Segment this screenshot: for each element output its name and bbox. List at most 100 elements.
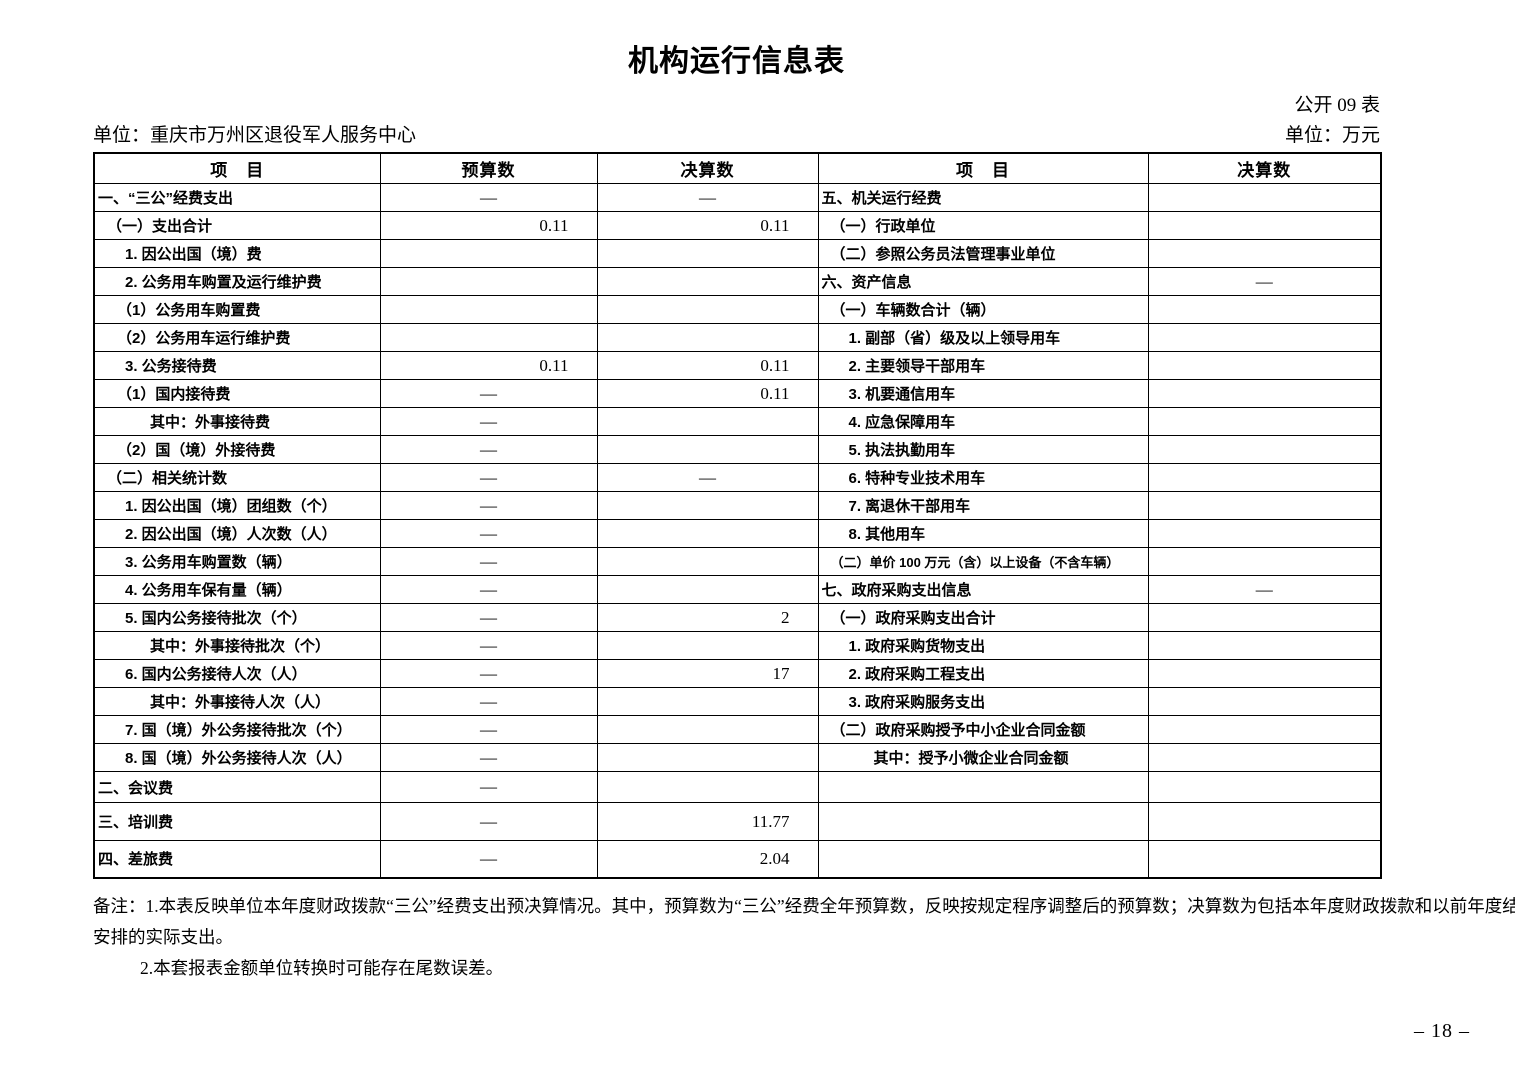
final-value-right [1147,519,1382,548]
item-label-right: （二）政府采购授予中小企业合同金额 [817,715,1149,744]
final-value-left [596,435,819,464]
table-row: 四、差旅费 —2.04 [93,840,1382,878]
table-row: 二、会议费 — [93,771,1382,803]
final-value-right [1147,463,1382,492]
meta-row: 单位：重庆市万州区退役军人服务中心 单位：万元 [93,120,1380,147]
item-label-right: 1. 政府采购货物支出 [817,631,1149,660]
budget-value: — [379,659,598,688]
item-label-left: 3. 公务接待费 [93,351,381,380]
budget-value: — [379,519,598,548]
final-value-left [596,323,819,352]
table-row: 2. 因公出国（境）人次数（人） — 8. 其他用车 [93,519,1382,548]
budget-value [379,295,598,324]
form-code: 公开 09 表 [1294,95,1380,116]
column-header: 决算数 [596,152,819,184]
final-value-right [1147,802,1382,841]
column-header: 预算数 [379,152,598,184]
final-value-right [1147,715,1382,744]
table-row: 1. 因公出国（境）费 （二）参照公务员法管理事业单位 [93,239,1382,268]
final-value-right [1147,603,1382,632]
final-value-left [596,687,819,716]
note-line: 2.本套报表金额单位转换时可能存在尾数误差。 [140,957,504,978]
final-value-left [596,575,819,604]
item-label-right: 六、资产信息 [817,267,1149,296]
final-value-left: — [596,463,819,492]
item-label-left: 5. 国内公务接待批次（个） [93,603,381,632]
final-value-left: — [596,183,819,212]
final-value-right [1147,351,1382,380]
budget-value: — [379,687,598,716]
item-label-left: （一）支出合计 [93,211,381,240]
table-row: （1）国内接待费 —0.11 3. 机要通信用车 [93,379,1382,408]
final-value-right: — [1147,267,1382,296]
page-number: – 18 – [1414,1020,1470,1042]
note-line: 备注：1.本表反映单位本年度财政拨款“三公”经费支出预决算情况。其中，预算数为“… [93,895,1515,916]
item-label-right: 8. 其他用车 [817,519,1149,548]
item-label-left: （2）国（境）外接待费 [93,435,381,464]
budget-value: — [379,463,598,492]
budget-value: — [379,743,598,772]
item-label-left: （2）公务用车运行维护费 [93,323,381,352]
unit-currency: 单位：万元 [1284,125,1380,146]
table-row: 三、培训费 —11.77 [93,802,1382,841]
table-row: 4. 公务用车保有量（辆） — 七、政府采购支出信息 — [93,575,1382,604]
item-label-right: 7. 离退休干部用车 [817,491,1149,520]
item-label-right [817,771,1149,803]
unit-name: 单位：重庆市万州区退役军人服务中心 [93,125,417,146]
final-value-left: 0.11 [596,211,819,240]
table-body: 一、“三公”经费支出 — — 五、机关运行经费 （一）支出合计 0.11 0.11 （一）行政… [93,183,1382,878]
final-value-right [1147,435,1382,464]
item-label-left: 2. 公务用车购置及运行维护费 [93,267,381,296]
final-value-right [1147,183,1382,212]
final-value-left: 0.11 [596,351,819,380]
budget-value: — [379,435,598,464]
final-value-right [1147,631,1382,660]
final-value-left: 2.04 [596,840,819,878]
final-value-left [596,407,819,436]
item-label-left: 其中：外事接待人次（人） [93,687,381,716]
final-value-right [1147,491,1382,520]
item-label-right: 其中：授予小微企业合同金额 [817,743,1149,772]
final-value-right [1147,687,1382,716]
item-label-left: 三、培训费 [93,802,381,841]
final-value-left: 11.77 [596,802,819,841]
item-label-left: 6. 国内公务接待人次（人） [93,659,381,688]
item-label-right: 七、政府采购支出信息 [817,575,1149,604]
item-label-right [817,840,1149,878]
budget-value: — [379,183,598,212]
budget-value: — [379,715,598,744]
item-label-left: 一、“三公”经费支出 [93,183,381,212]
final-value-left [596,239,819,268]
item-label-left: 2. 因公出国（境）人次数（人） [93,519,381,548]
final-value-right [1147,743,1382,772]
item-label-right: 1. 副部（省）级及以上领导用车 [817,323,1149,352]
item-label-right: 4. 应急保障用车 [817,407,1149,436]
final-value-right [1147,379,1382,408]
table-head-row: 项 目预算数 决算数项 目决算数 [93,152,1382,184]
table-row: 一、“三公”经费支出 — — 五、机关运行经费 [93,183,1382,212]
item-label-right: 2. 主要领导干部用车 [817,351,1149,380]
budget-value: — [379,407,598,436]
item-label-left: 4. 公务用车保有量（辆） [93,575,381,604]
final-value-right [1147,771,1382,803]
table-row: （2）公务用车运行维护费 1. 副部（省）级及以上领导用车 [93,323,1382,352]
item-label-left: （1）公务用车购置费 [93,295,381,324]
item-label-left: 1. 因公出国（境）费 [93,239,381,268]
table-row: 6. 国内公务接待人次（人） —17 2. 政府采购工程支出 [93,659,1382,688]
final-value-left [596,267,819,296]
item-label-right: 3. 机要通信用车 [817,379,1149,408]
final-value-left [596,547,819,576]
item-label-left: （二）相关统计数 [93,463,381,492]
final-value-left [596,743,819,772]
page-title: 机构运行信息表 [628,45,845,78]
budget-value: 0.11 [379,351,598,380]
final-value-left [596,631,819,660]
budget-value [379,323,598,352]
report-sheet: 机构运行信息表 公开 09 表 单位：重庆市万州区退役军人服务中心 单位：万元 … [93,0,1515,984]
final-value-right [1147,840,1382,878]
final-value-left: 17 [596,659,819,688]
final-value-right [1147,211,1382,240]
final-value-right [1147,323,1382,352]
item-label-right [817,802,1149,841]
table-row: 其中：外事接待人次（人） — 3. 政府采购服务支出 [93,687,1382,716]
